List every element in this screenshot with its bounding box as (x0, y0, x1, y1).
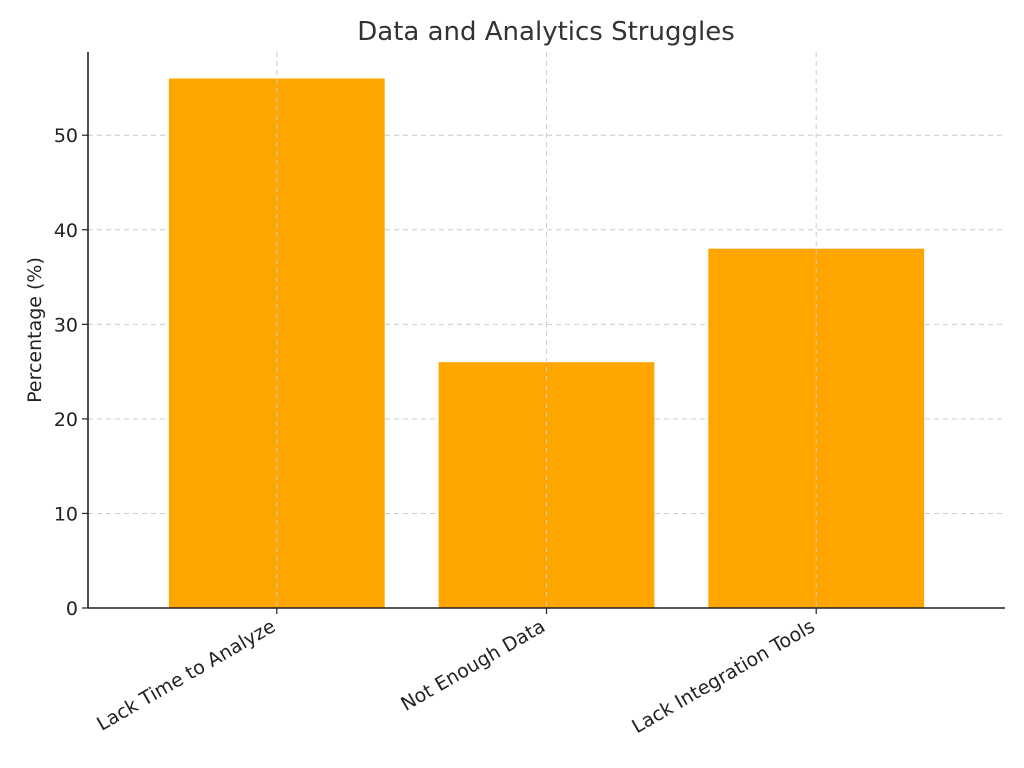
y-tick-label: 30 (54, 314, 78, 336)
y-tick-label: 10 (54, 503, 78, 525)
y-tick-label: 50 (54, 125, 78, 147)
y-tick-label: 20 (54, 409, 78, 431)
chart-title: Data and Analytics Struggles (357, 17, 735, 47)
x-tick-label: Not Enough Data (397, 615, 549, 715)
bar (708, 248, 925, 608)
y-tick-label: 40 (54, 220, 78, 242)
x-grid-lines (276, 52, 817, 608)
x-tick-label: Lack Time to Analyze (93, 615, 279, 735)
y-ticks: 0 10 20 30 40 50 (54, 125, 88, 620)
x-tick-label: Lack Integration Tools (628, 615, 818, 738)
x-ticks: Lack Time to Analyze Not Enough Data Lack … (93, 608, 819, 738)
y-tick-label: 0 (66, 598, 78, 620)
y-axis-label: Percentage (%) (24, 257, 46, 403)
